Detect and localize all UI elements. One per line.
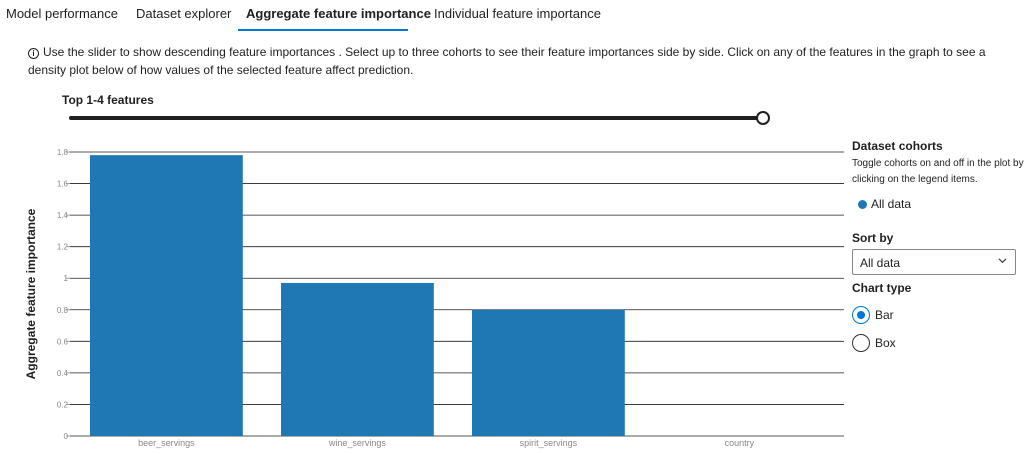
sort-by-label: Sort by	[852, 231, 894, 245]
radio-bar[interactable]	[852, 306, 870, 324]
tab-aggregate-feature-importance[interactable]: Aggregate feature importance	[246, 6, 431, 21]
radio-box-label: Box	[875, 336, 896, 350]
x-tick-label[interactable]: wine_servings	[328, 438, 387, 448]
y-tick-label: 0.8	[57, 306, 69, 315]
legend-item-all-data[interactable]: All data	[852, 197, 911, 211]
chart-type-label: Chart type	[852, 281, 912, 295]
cohorts-description: Toggle cohorts on and off in the plot by…	[852, 158, 1024, 185]
y-tick-label: 1.2	[57, 243, 69, 252]
y-tick-label: 1.6	[57, 180, 69, 189]
legend-dot-icon	[858, 199, 867, 209]
legend-label: All data	[871, 197, 912, 211]
sort-by-dropdown[interactable]: All data	[852, 249, 1016, 275]
radio-bar-label: Bar	[875, 308, 894, 322]
chevron-down-icon	[998, 258, 1007, 264]
bar-wine_servings[interactable]	[281, 282, 434, 436]
feature-count-slider-track[interactable]	[69, 116, 763, 120]
y-tick-label: 1	[64, 274, 69, 283]
y-tick-label: 1.4	[57, 211, 69, 220]
y-tick-label: 1.8	[57, 148, 69, 157]
bar-spirit_servings[interactable]	[472, 309, 625, 436]
chart-type-box-option[interactable]: Box	[852, 334, 896, 352]
bar-beer_servings[interactable]	[90, 155, 243, 436]
chart-type-bar-option[interactable]: Bar	[852, 306, 894, 324]
x-tick-label[interactable]: country	[725, 438, 755, 448]
radio-box[interactable]	[852, 334, 870, 352]
tab-bar: Model performance Dataset explorer Aggre…	[0, 0, 1024, 32]
feature-count-slider-thumb[interactable]	[756, 111, 770, 125]
y-tick-label: 0.6	[57, 337, 69, 346]
y-tick-label: 0.2	[57, 400, 69, 409]
info-icon: i	[28, 48, 39, 59]
y-tick-label: 0	[64, 432, 69, 441]
tab-dataset-explorer[interactable]: Dataset explorer	[136, 6, 232, 21]
slider-label: Top 1-4 features	[62, 93, 154, 107]
tab-individual-feature-importance[interactable]: Individual feature importance	[434, 6, 601, 21]
x-tick-label[interactable]: spirit_servings	[520, 438, 578, 448]
sort-by-value: All data	[860, 256, 901, 270]
info-message: i Use the slider to show descending featu…	[28, 43, 1018, 79]
cohorts-title: Dataset cohorts	[852, 139, 943, 153]
y-tick-label: 0.4	[57, 369, 69, 378]
feature-importance-chart: 0 0.2 0.4 0.6 0.8 1 1.2 1.4 1.6 1.8 beer_servings w…	[24, 148, 844, 448]
active-tab-indicator	[238, 29, 408, 31]
y-axis-label: Aggregate feature importance	[24, 208, 38, 379]
tab-model-performance[interactable]: Model performance	[6, 6, 118, 21]
x-tick-label[interactable]: beer_servings	[138, 438, 195, 448]
info-text: Use the slider to show descending featur…	[28, 45, 986, 77]
